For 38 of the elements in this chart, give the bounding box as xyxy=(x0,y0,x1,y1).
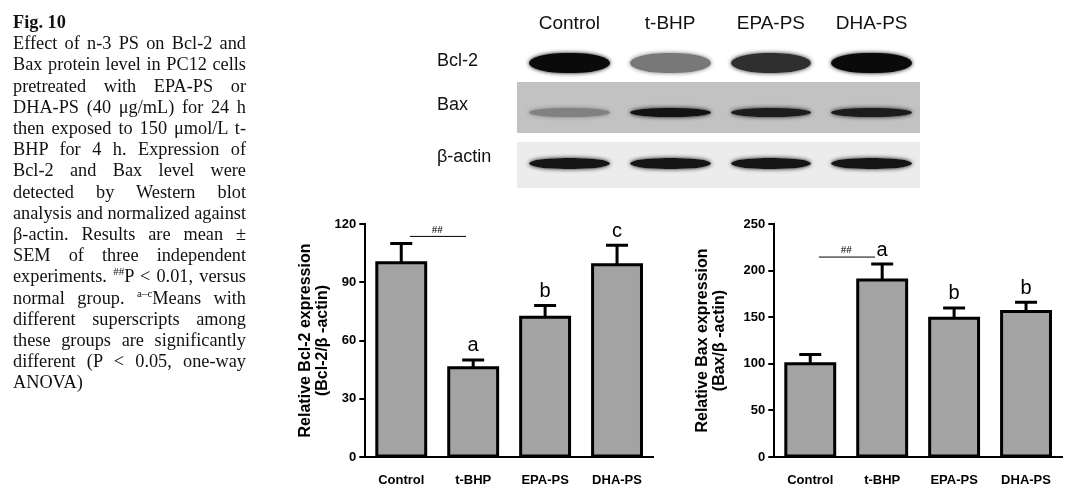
category-label: β-actin xyxy=(437,146,492,166)
y-axis-title: Relative Bcl-2 expression (Bcl-2/β -actin) xyxy=(295,243,330,438)
y-tick-label: 250 xyxy=(743,215,766,231)
annotation: a xyxy=(467,333,480,356)
annotation: ## xyxy=(840,243,853,256)
text: Fig. 10 xyxy=(13,12,67,34)
x-tick-label: t-BHP xyxy=(864,472,901,488)
y-tick-label: 90 xyxy=(341,273,357,289)
y-tick-label: 100 xyxy=(743,355,766,371)
x-tick-label: Control xyxy=(378,472,425,488)
x-tick-label: DHA-PS xyxy=(1001,472,1052,488)
x-tick-label: EPA-PS xyxy=(521,472,570,488)
x-tick-label: DHA-PS xyxy=(592,472,643,488)
y-tick-label: 60 xyxy=(341,332,357,348)
category-label: DHA-PS xyxy=(835,12,908,34)
text: Effect of n-3 PS on Bcl-2 and Bax protein level in PC12 cells pretreated with EPA-PS or DHA-PS (40 μg/mL) for 24 h then exposed to 150 μmol/L t-BHP for 4 h. Expression of Bcl-2 and Bax level were detected by Western blot analysis and normalized against β-actin. Results are mean ± SEM of three independent experiments. $^{##}$P < 0.01, versus normal group. $^{a–c}$Means with different superscripts among these groups are significantly different (P < 0.05, one-way ANOVA) xyxy=(13,33,247,393)
annotation: b xyxy=(539,279,551,302)
category-label: Control xyxy=(538,12,600,34)
y-tick-label: 150 xyxy=(743,308,766,324)
category-label: Bcl-2 xyxy=(437,50,479,70)
category-label: EPA-PS xyxy=(736,12,806,34)
annotation: ## xyxy=(431,222,444,235)
y-tick-label: 50 xyxy=(750,401,766,417)
y-axis-title: Relative Bax expression (Bax/β -actin) xyxy=(692,248,727,433)
y-tick-label: 120 xyxy=(334,215,357,231)
y-tick-label: 0 xyxy=(349,448,357,464)
annotation: c xyxy=(612,218,623,241)
category-label: Bax xyxy=(437,94,469,114)
y-tick-label: 0 xyxy=(758,448,766,464)
y-tick-label: 200 xyxy=(743,262,766,278)
x-tick-label: t-BHP xyxy=(455,472,492,488)
category-label: t-BHP xyxy=(644,12,696,34)
y-tick-label: 30 xyxy=(341,390,357,406)
x-tick-label: EPA-PS xyxy=(930,472,979,488)
annotation: a xyxy=(876,237,889,260)
x-tick-label: Control xyxy=(787,472,834,488)
annotation: b xyxy=(1020,275,1032,298)
annotation: b xyxy=(948,281,960,304)
